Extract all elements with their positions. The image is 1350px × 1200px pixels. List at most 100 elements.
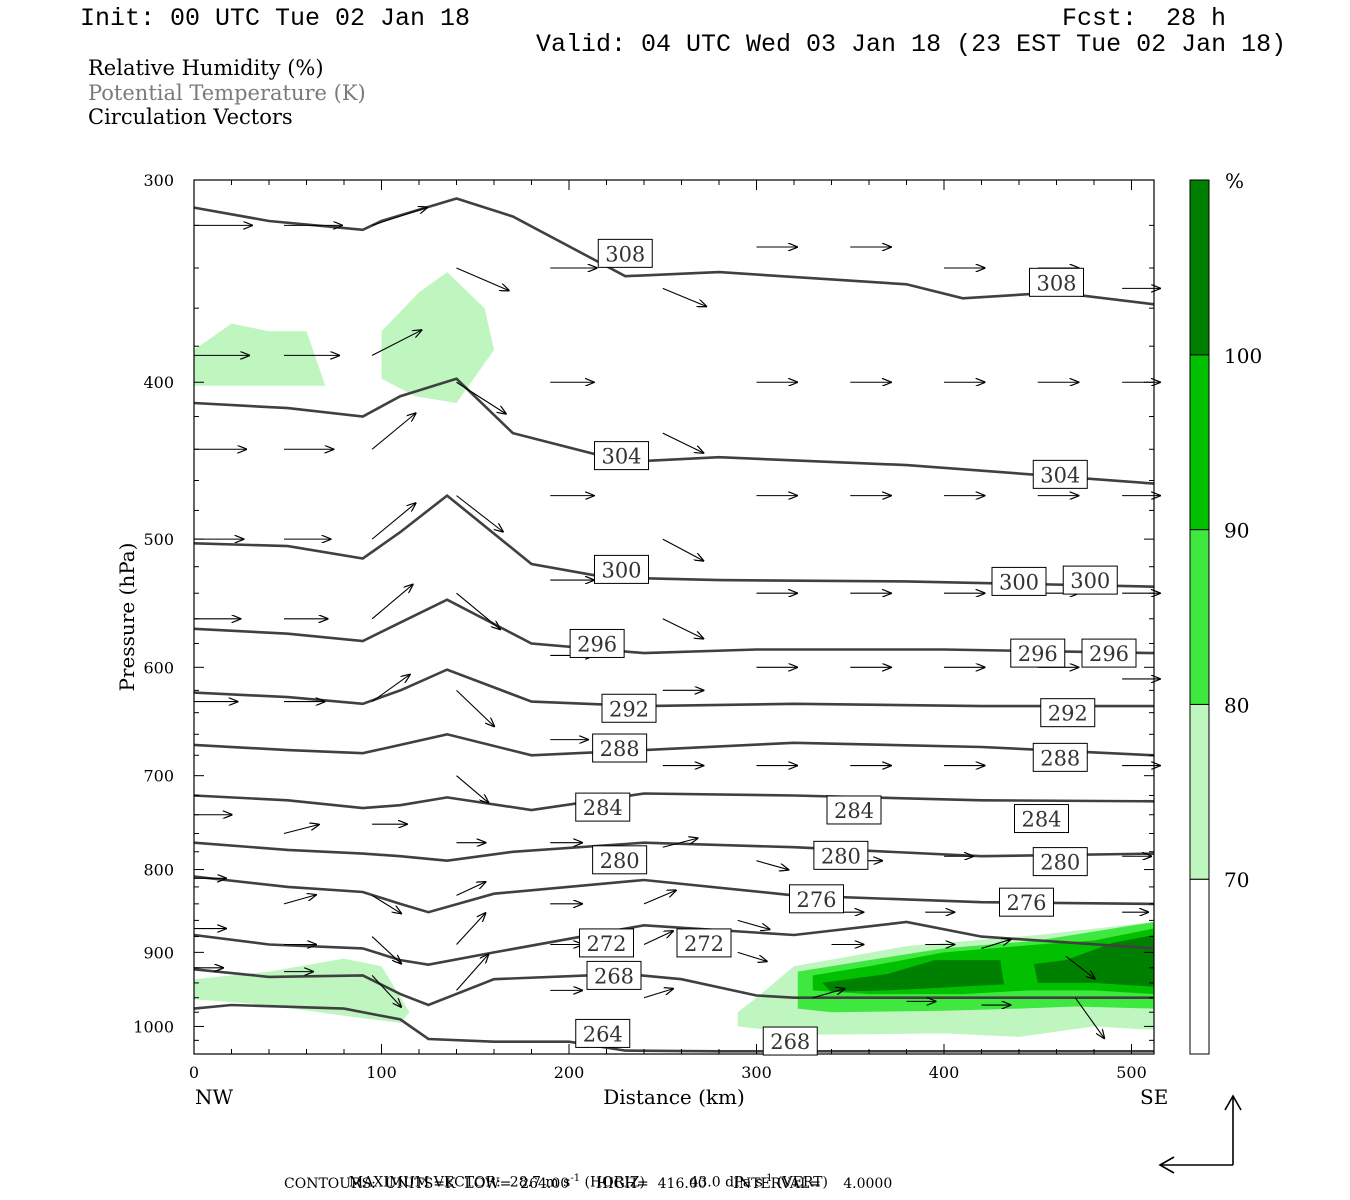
theta-label-280: 280	[813, 840, 869, 870]
circulation-vector	[737, 919, 770, 929]
forecast-hours: 28 h	[1166, 4, 1227, 33]
rh-region-70-80	[381, 272, 494, 403]
vertical-exponent: -1	[762, 1173, 773, 1184]
circulation-vector	[283, 824, 319, 835]
theta-label-box	[579, 928, 634, 958]
theta-label-276: 276	[789, 884, 844, 914]
theta-label-text: 300	[999, 570, 1039, 594]
theta-label-text: 284	[583, 796, 623, 820]
theta-label-text: 280	[821, 844, 861, 868]
theta-contour-276	[193, 875, 1155, 914]
horizontal-exponent: -1	[570, 1173, 581, 1184]
theta-label-280: 280	[592, 845, 648, 875]
theta-label-box	[1032, 742, 1088, 772]
theta-label-box	[594, 441, 649, 471]
circulation-vector	[371, 330, 421, 356]
theta-label-text: 264	[583, 1022, 623, 1046]
potential-temperature-contours	[193, 197, 1155, 1053]
circulation-vector	[371, 585, 413, 620]
max-vector-label: MAXIMUM VECTOR:	[348, 1174, 501, 1191]
theta-label-box	[1081, 638, 1137, 668]
theta-label-box	[1014, 804, 1069, 834]
theta-label-304: 304	[594, 441, 649, 471]
theta-label-text: 288	[1040, 746, 1080, 770]
theta-label-text: 308	[605, 242, 645, 266]
max-vector-line: MAXIMUM VECTOR: 28.7 m s-1 (HORIZ) 43.0 …	[340, 1157, 828, 1191]
y-tick-label: 300	[143, 171, 174, 190]
circulation-vector	[456, 267, 509, 291]
theta-contour-300	[193, 493, 1155, 588]
theta-label-text: 272	[586, 932, 626, 956]
theta-contour-296	[193, 598, 1155, 655]
theta-contour-288	[193, 732, 1155, 757]
theta-label-box	[1032, 459, 1088, 489]
theta-label-text: 288	[600, 737, 640, 761]
rh-region-100+	[1034, 935, 1154, 987]
theta-label-280: 280	[1032, 847, 1088, 877]
x-tick-label: 200	[554, 1063, 585, 1082]
theta-label-box	[1032, 847, 1088, 877]
circulation-vector	[981, 939, 1011, 949]
circulation-vector	[662, 618, 704, 639]
theta-label-text: 268	[594, 964, 634, 988]
theta-contour-292	[193, 668, 1154, 708]
rh-region-70-80	[194, 958, 410, 1023]
theta-label-box	[575, 1018, 631, 1048]
theta-label-284: 284	[1014, 804, 1069, 834]
theta-label-284: 284	[826, 795, 882, 825]
y-tick-label: 900	[143, 943, 174, 962]
circulation-vector	[456, 592, 501, 629]
theta-label-268: 268	[762, 1026, 818, 1056]
theta-label-box	[569, 628, 625, 658]
colorbar-level-label: 90	[1224, 519, 1249, 543]
colorbar-segment	[1189, 703, 1210, 880]
theta-label-text: 308	[1036, 271, 1076, 295]
circulation-vector	[371, 936, 401, 964]
y-tick-label: 700	[143, 767, 174, 786]
theta-label-box	[1010, 638, 1066, 668]
circulation-vector	[737, 951, 767, 961]
theta-label-text: 300	[601, 558, 641, 582]
circulation-vector	[756, 860, 789, 870]
theta-label-292: 292	[1040, 698, 1096, 728]
colorbar-level-label: 100	[1224, 344, 1262, 368]
x-tick-label: 0	[189, 1063, 199, 1082]
theta-label-box	[575, 792, 631, 822]
theta-label-text: 304	[601, 445, 641, 469]
colorbar-unit: %	[1225, 169, 1244, 193]
theta-label-300: 300	[594, 554, 649, 584]
circulation-vector	[643, 890, 676, 905]
theta-label-box	[826, 795, 882, 825]
theta-label-text: 276	[1006, 891, 1046, 915]
theta-label-box	[592, 733, 648, 763]
circulation-vector	[371, 894, 401, 913]
theta-label-box	[592, 845, 648, 875]
contour-info: CONTOURS: UNITS=K LOW= 264.00 HIGH= 416.…	[284, 1176, 893, 1192]
theta-label-288: 288	[592, 733, 648, 763]
theta-label-304: 304	[1032, 459, 1088, 489]
theta-label-272: 272	[676, 928, 732, 958]
theta-label-box	[762, 1026, 818, 1056]
reference-vector-icon	[1158, 1094, 1242, 1174]
theta-label-text: 284	[834, 799, 874, 823]
theta-label-box	[813, 840, 869, 870]
theta-label-box	[594, 554, 649, 584]
circulation-vector	[662, 538, 704, 561]
vertical-tag: (VERT)	[777, 1174, 828, 1191]
colorbar-level-label: 80	[1224, 693, 1249, 717]
theta-label-text: 296	[577, 632, 617, 656]
circulation-vector	[456, 689, 495, 726]
x-left-end-label: NW	[195, 1085, 234, 1109]
plot-frame	[193, 179, 1155, 1055]
circulation-vector	[1074, 997, 1104, 1039]
theta-contour-304	[193, 377, 1155, 485]
theta-label-292: 292	[601, 693, 657, 723]
y-tick-label: 400	[143, 373, 174, 392]
theta-contour-308	[193, 197, 1155, 306]
circulation-vector	[662, 838, 698, 848]
theta-label-box	[789, 884, 844, 914]
theta-contour-264	[193, 1003, 1154, 1053]
theta-label-box	[676, 928, 732, 958]
circulation-vector	[456, 495, 503, 532]
rh-region-100+	[822, 960, 1004, 992]
